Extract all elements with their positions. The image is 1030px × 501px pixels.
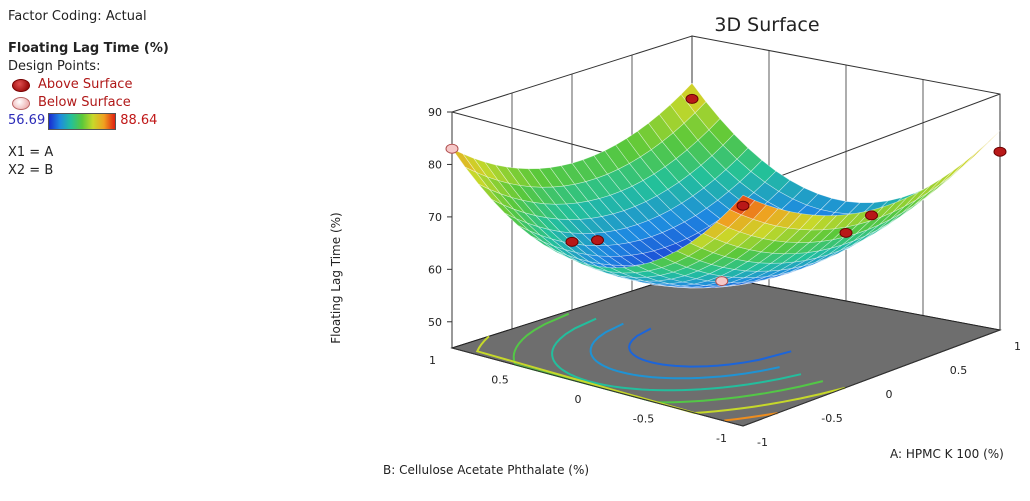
a-tick-label: 1 (1014, 340, 1021, 353)
axis-ticks: 50 60 70 80 90 -1 -0.5 0 0.5 1 -1 -0.5 0 0.5 1 (428, 106, 1021, 449)
x2-mapping: X2 = B (8, 163, 54, 178)
design-point-above (685, 93, 699, 104)
z-tick-label: 80 (428, 158, 442, 171)
a-tick-label: -1 (757, 436, 768, 449)
design-point-below (715, 276, 729, 287)
design-point-above (839, 227, 853, 238)
below-surface-marker-icon (12, 96, 30, 110)
b-tick-label: 0 (575, 393, 582, 406)
below-surface-legend: Below Surface (12, 94, 248, 112)
floor-contour (475, 335, 846, 415)
a-tick-label: 0 (886, 388, 893, 401)
design-point-above (865, 210, 878, 221)
top-edge-front (742, 93, 1001, 191)
design-points-label: Design Points: (8, 59, 101, 74)
floor-edge-a (742, 329, 1001, 427)
above-surface-legend: Above Surface (12, 76, 248, 94)
floor-contour (724, 412, 778, 422)
z-tick-label: 60 (428, 263, 442, 276)
above-surface-label: Above Surface (38, 77, 133, 92)
z-tick-label: 50 (428, 316, 442, 329)
design-point-below (445, 143, 459, 154)
floor-contour (628, 327, 792, 368)
floor-contour (589, 322, 780, 380)
b-tick-label: 1 (429, 354, 436, 367)
legend-panel: Factor Coding: Actual Floating Lag Time … (8, 8, 248, 180)
b-tick-label: 0.5 (491, 374, 509, 387)
factor-coding-label: Factor Coding: Actual (8, 9, 147, 24)
response-surface (451, 82, 1001, 289)
design-point-above (591, 235, 604, 246)
b-tick-label: -0.5 (633, 413, 654, 426)
color-scale-max: 88.64 (120, 113, 158, 128)
y-axis-label: B: Cellulose Acetate Phthalate (%) (383, 463, 589, 477)
design-point-above (736, 200, 750, 211)
a-tick-label: 0.5 (950, 364, 968, 377)
z-tick-label: 90 (428, 106, 442, 119)
color-scale-bar (48, 112, 117, 130)
design-points (445, 93, 1007, 287)
a-tick-label: -0.5 (821, 412, 842, 425)
b-tick-label: -1 (716, 432, 727, 445)
z-axis-label: Floating Lag Time (%) (329, 212, 343, 343)
z-tick-label: 70 (428, 211, 442, 224)
above-surface-marker-icon (12, 78, 30, 92)
x1-mapping: X1 = A (8, 145, 54, 160)
design-point-above (565, 236, 579, 247)
floor-edge-b (451, 347, 744, 427)
color-scale-min: 56.69 (8, 113, 46, 128)
color-scale: 56.69 88.64 (8, 112, 248, 130)
floor-contour (551, 317, 802, 392)
below-surface-label: Below Surface (38, 95, 131, 110)
x-axis-label: A: HPMC K 100 (%) (890, 447, 1004, 461)
chart-title: 3D Surface (714, 14, 819, 36)
response-label: Floating Lag Time (%) (8, 41, 169, 56)
design-point-above (993, 146, 1007, 157)
